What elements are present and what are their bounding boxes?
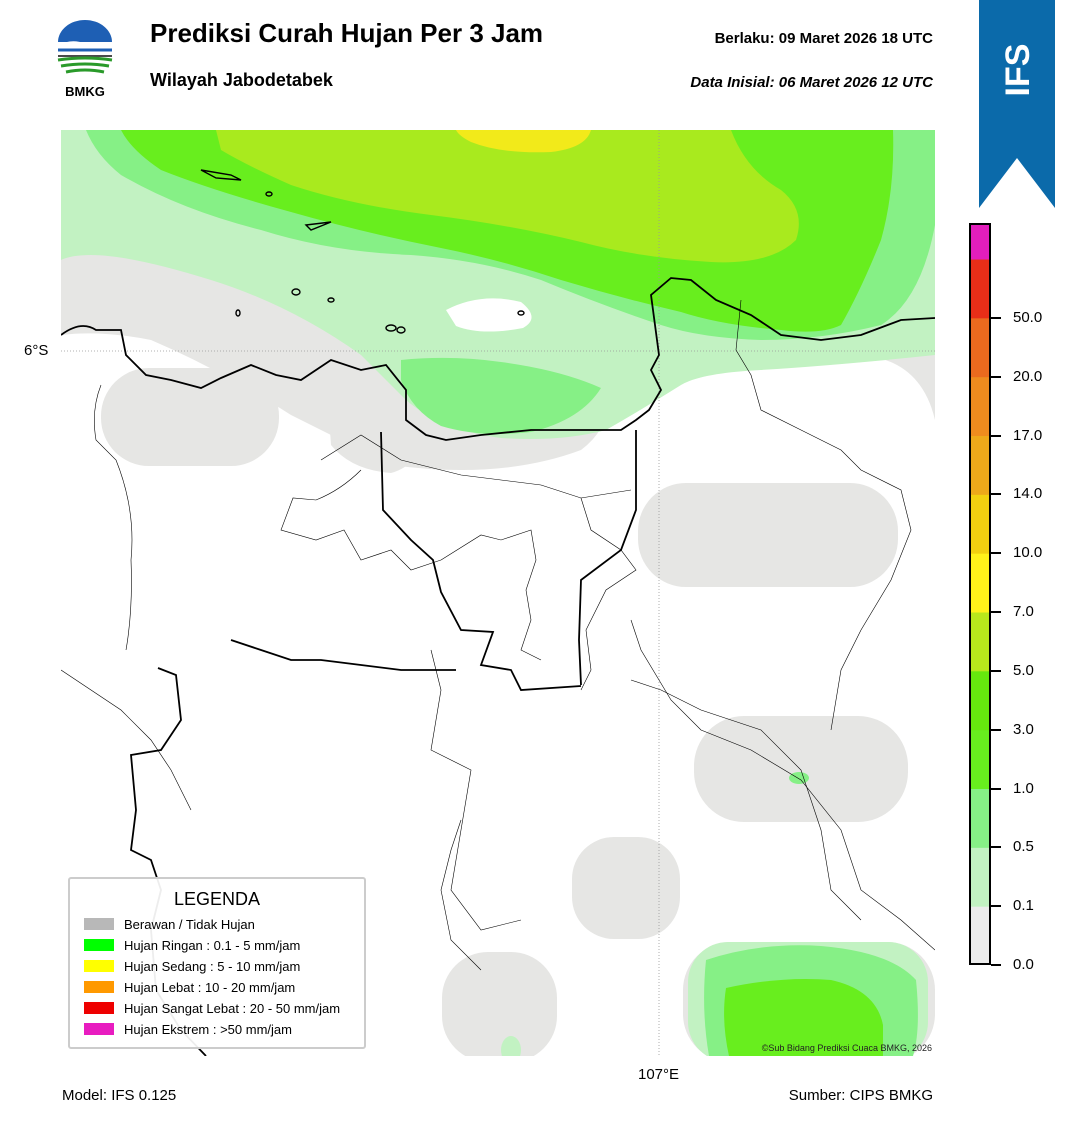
yellow-green-areas <box>216 130 799 263</box>
source-label: Sumber: CIPS BMKG <box>788 1087 933 1104</box>
legend-label: Hujan Sangat Lebat : 20 - 50 mm/jam <box>124 1000 341 1016</box>
colorbar-band <box>969 317 991 378</box>
ifs-badge-text: IFS <box>999 44 1037 97</box>
ifs-badge: IFS <box>979 30 1055 110</box>
legend-item: Hujan Lebat : 10 - 20 mm/jam <box>84 979 295 995</box>
legend-swatch <box>84 960 114 972</box>
legend-item: Berawan / Tidak Hujan <box>84 916 255 932</box>
legend-swatch <box>84 981 114 993</box>
colorbar-band <box>969 847 991 907</box>
colorbar-tick-label: 1.0 <box>1013 779 1034 797</box>
colorbar-tick-label: 5.0 <box>1013 661 1034 679</box>
yellow-area <box>456 130 591 153</box>
legend-box: LEGENDA Berawan / Tidak Hujan Hujan Ringa… <box>68 877 366 1049</box>
legend-swatch <box>84 1023 114 1035</box>
colorbar-band <box>969 376 991 436</box>
latitude-label: 6°S <box>24 342 49 359</box>
colorbar-tick <box>991 787 1001 790</box>
valid-time: Berlaku: 09 Maret 2026 18 UTC <box>714 30 933 47</box>
district-boundaries <box>60 299 936 971</box>
colorbar-tick-label: 17.0 <box>1013 426 1043 444</box>
colorbar-tick-label: 7.0 <box>1013 603 1034 620</box>
legend-item: Hujan Sedang : 5 - 10 mm/jam <box>84 958 300 974</box>
colorbar-tick-label: 0.1 <box>1013 897 1034 915</box>
legend-swatch <box>84 918 114 930</box>
colorbar-band <box>969 494 991 554</box>
legend-label: Hujan Sedang : 5 - 10 mm/jam <box>124 958 301 974</box>
legend-swatch <box>84 1002 114 1014</box>
model-label: Model: IFS 0.125 <box>62 1087 177 1104</box>
legend-item: Hujan Sangat Lebat : 20 - 50 mm/jam <box>84 1000 340 1016</box>
colorbar-tick-label: 10.0 <box>1013 544 1043 562</box>
initial-time: Data Inisial: 06 Maret 2026 12 UTC <box>690 74 933 91</box>
colorbar-tick <box>991 375 1001 378</box>
legend-item: Hujan Ekstrem : >50 mm/jam <box>84 1021 292 1037</box>
colorbar-band <box>969 553 991 613</box>
colorbar-tick <box>991 846 1001 849</box>
colorbar-tick <box>991 964 1001 966</box>
page-title: Prediksi Curah Hujan Per 3 Jam <box>150 18 544 48</box>
bmkg-logo <box>52 20 118 102</box>
colorbar-tick <box>991 316 1001 319</box>
legend-title: LEGENDA <box>173 889 261 909</box>
colorbar-border <box>969 223 991 965</box>
colorbar-tick <box>991 434 1001 437</box>
colorbar-band <box>969 729 991 789</box>
islands <box>200 169 525 334</box>
colorbar-band <box>969 906 991 966</box>
colorbar-band <box>969 788 991 848</box>
ifs-ribbon <box>979 0 1055 210</box>
legend-label: Berawan / Tidak Hujan <box>124 916 255 932</box>
legend-label: Hujan Ringan : 0.1 - 5 mm/jam <box>124 937 301 953</box>
colorbar-band <box>969 670 991 731</box>
colorbar-tick <box>991 611 1001 613</box>
colorbar-tick <box>991 728 1001 731</box>
legend-label: Hujan Ekstrem : >50 mm/jam <box>124 1021 292 1037</box>
colorbar-tick <box>991 905 1001 908</box>
colorbar <box>969 223 991 966</box>
page-subtitle: Wilayah Jabodetabek <box>150 70 333 90</box>
colorbar-band <box>969 259 991 319</box>
colorbar-tick-label: 3.0 <box>1013 720 1034 738</box>
colorbar-tick <box>991 493 1001 496</box>
colorbar-band <box>969 435 991 495</box>
colorbar-band <box>969 612 991 672</box>
logo-text: BMKG <box>65 84 105 99</box>
legend-swatch <box>84 939 114 951</box>
legend-label: Hujan Lebat : 10 - 20 mm/jam <box>124 979 296 995</box>
colorbar-band <box>969 223 991 260</box>
colorbar-tick-label: 0.0 <box>1013 956 1034 973</box>
legend-item: Hujan Ringan : 0.1 - 5 mm/jam <box>84 937 300 953</box>
colorbar-tick-label: 20.0 <box>1013 367 1043 385</box>
colorbar-tick-label: 0.5 <box>1013 838 1034 856</box>
colorbar-tick <box>991 669 1001 672</box>
colorbar-tick-label: 50.0 <box>1013 308 1043 326</box>
colorbar-tick-label: 14.0 <box>1013 485 1043 503</box>
longitude-label: 107°E <box>638 1066 680 1083</box>
colorbar-tick <box>991 552 1001 555</box>
copyright-text: ©Sub Bidang Prediksi Cuaca BMKG, 2026 <box>761 1043 932 1053</box>
